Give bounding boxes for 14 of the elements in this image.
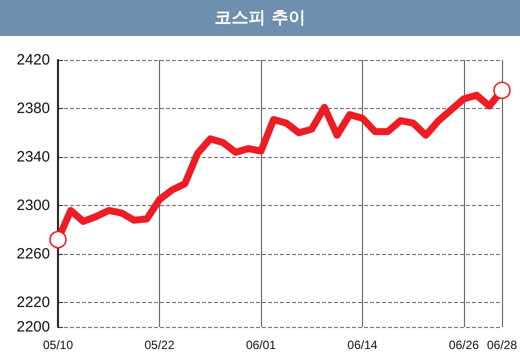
y-tick-label: 2420 <box>16 52 50 68</box>
chart-title: 코스피 추이 <box>0 0 520 36</box>
x-tick-label: 06/28 <box>486 338 518 352</box>
y-tick-label: 2300 <box>16 197 50 214</box>
y-tick-label: 2340 <box>16 148 50 166</box>
y-tick-label: 2380 <box>16 100 50 118</box>
x-tick-label: 06/26 <box>448 338 480 352</box>
x-tick-label: 05/22 <box>144 338 175 352</box>
x-tick-label: 05/10 <box>42 338 74 352</box>
y-tick-label: 2260 <box>16 246 50 263</box>
y-tick-label: 2220 <box>16 294 50 312</box>
x-tick-label: 06/14 <box>347 338 378 352</box>
x-tick-label: 06/01 <box>246 338 276 352</box>
y-tick-label: 2200 <box>16 318 50 336</box>
